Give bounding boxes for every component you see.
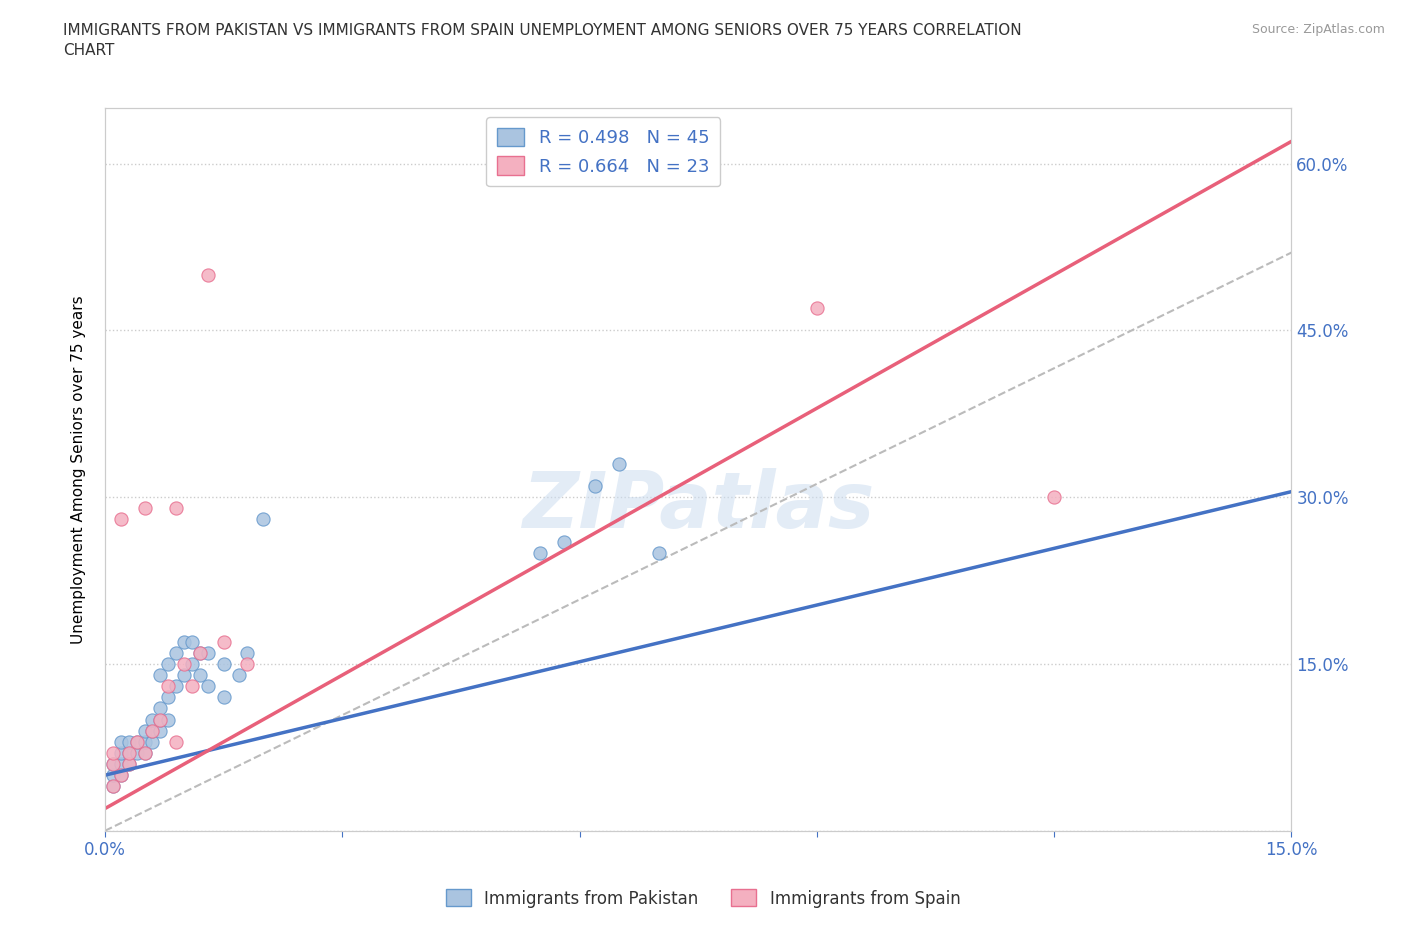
Point [110, 757, 132, 772]
Point [173, 634, 195, 649]
Point [165, 679, 187, 694]
Point [157, 690, 180, 705]
Point [141, 712, 163, 727]
Point [181, 657, 204, 671]
Point [110, 746, 132, 761]
Point [181, 634, 204, 649]
Point [101, 778, 124, 793]
Point [125, 735, 148, 750]
Point [165, 501, 187, 516]
Point [157, 679, 180, 694]
Point [188, 668, 211, 683]
Point [125, 735, 148, 750]
Point [110, 512, 132, 527]
Point [101, 778, 124, 793]
Y-axis label: Unemployment Among Seniors over 75 years: Unemployment Among Seniors over 75 years [72, 295, 86, 644]
Point [157, 712, 180, 727]
Text: ZIPatlas: ZIPatlas [522, 468, 875, 543]
Point [197, 645, 219, 660]
Point [101, 757, 124, 772]
Point [149, 712, 172, 727]
Text: IMMIGRANTS FROM PAKISTAN VS IMMIGRANTS FROM SPAIN UNEMPLOYMENT AMONG SENIORS OVE: IMMIGRANTS FROM PAKISTAN VS IMMIGRANTS F… [63, 23, 1022, 58]
Point [212, 634, 235, 649]
Point [149, 668, 172, 683]
Point [110, 768, 132, 783]
Point [181, 679, 204, 694]
Point [583, 479, 606, 494]
Point [118, 746, 141, 761]
Point [101, 746, 124, 761]
Point [252, 512, 274, 527]
Point [149, 701, 172, 716]
Point [141, 735, 163, 750]
Point [173, 668, 195, 683]
Point [134, 746, 156, 761]
Point [197, 267, 219, 282]
Point [141, 724, 163, 738]
Point [110, 768, 132, 783]
Point [212, 657, 235, 671]
Point [110, 735, 132, 750]
Point [134, 746, 156, 761]
Point [118, 735, 141, 750]
Point [236, 657, 259, 671]
Point [188, 645, 211, 660]
Legend: R = 0.498   N = 45, R = 0.664   N = 23: R = 0.498 N = 45, R = 0.664 N = 23 [486, 117, 720, 186]
Point [212, 690, 235, 705]
Legend: Immigrants from Pakistan, Immigrants from Spain: Immigrants from Pakistan, Immigrants fro… [439, 883, 967, 914]
Point [529, 545, 551, 560]
Point [125, 746, 148, 761]
Point [806, 300, 828, 315]
Point [118, 757, 141, 772]
Text: Source: ZipAtlas.com: Source: ZipAtlas.com [1251, 23, 1385, 36]
Point [1043, 490, 1066, 505]
Point [149, 712, 172, 727]
Point [101, 768, 124, 783]
Point [607, 457, 630, 472]
Point [165, 645, 187, 660]
Point [236, 645, 259, 660]
Point [118, 757, 141, 772]
Point [157, 657, 180, 671]
Point [228, 668, 250, 683]
Point [134, 735, 156, 750]
Point [134, 724, 156, 738]
Point [165, 735, 187, 750]
Point [553, 534, 575, 549]
Point [149, 724, 172, 738]
Point [118, 746, 141, 761]
Point [188, 645, 211, 660]
Point [173, 657, 195, 671]
Point [134, 501, 156, 516]
Point [141, 724, 163, 738]
Point [101, 757, 124, 772]
Point [197, 679, 219, 694]
Point [647, 545, 669, 560]
